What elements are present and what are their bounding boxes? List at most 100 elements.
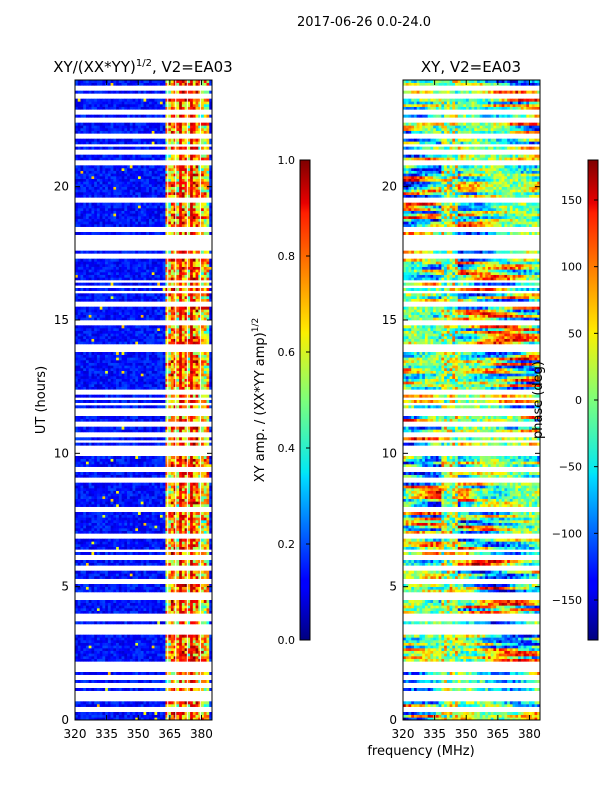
heatmap-cell	[113, 341, 117, 345]
heatmap-cell	[151, 605, 155, 609]
heatmap-cell	[143, 573, 147, 577]
heatmap-cell	[198, 429, 202, 433]
heatmap-cell	[181, 362, 185, 366]
heatmap-cell	[77, 298, 81, 302]
heatmap-cell	[143, 317, 147, 321]
heatmap-cell	[113, 656, 117, 659]
heatmap-cell	[121, 376, 125, 379]
heatmap-cell	[124, 384, 128, 387]
heatmap-cell	[127, 573, 131, 577]
heatmap-cell	[181, 352, 185, 355]
heatmap-cell	[138, 608, 142, 611]
heatmap-cell	[138, 293, 142, 297]
heatmap-cell	[192, 485, 196, 489]
heatmap-cell	[181, 560, 185, 563]
heatmap-cell	[146, 656, 150, 659]
heatmap-cell	[179, 336, 183, 339]
heatmap-cell	[206, 317, 210, 321]
heatmap-cell	[102, 373, 106, 377]
heatmap-cell	[91, 394, 95, 398]
heatmap-cell	[110, 576, 114, 579]
heatmap-cell	[135, 288, 139, 291]
heatmap-cell	[91, 376, 95, 379]
heatmap-cell	[148, 714, 153, 718]
heatmap-cell	[113, 573, 117, 577]
heatmap-cell	[75, 352, 79, 355]
heatmap-cell	[127, 490, 131, 494]
heatmap-cell	[85, 517, 89, 521]
heatmap-cell	[201, 458, 205, 462]
heatmap-cell	[154, 576, 158, 579]
heatmap-cell	[184, 658, 188, 662]
heatmap-cell	[176, 496, 180, 499]
heatmap-cell	[195, 373, 199, 377]
heatmap-cell	[113, 602, 117, 606]
heatmap-cell	[165, 384, 169, 387]
heatmap-cell	[195, 325, 199, 329]
heatmap-cell	[121, 429, 125, 433]
heatmap-cell	[118, 309, 122, 313]
heatmap-cell	[113, 314, 117, 318]
heatmap-cell	[116, 600, 120, 603]
heatmap-cell	[132, 293, 136, 297]
heatmap-cell	[127, 586, 131, 590]
heatmap-cell	[102, 589, 106, 593]
heatmap-cell	[203, 642, 207, 646]
heatmap-cell	[159, 653, 163, 657]
heatmap-cell	[159, 517, 163, 521]
heatmap-cell	[162, 608, 166, 611]
heatmap-cell	[80, 474, 84, 478]
heatmap-cell	[192, 589, 196, 593]
heatmap-cell	[135, 546, 139, 550]
heatmap-cell	[146, 381, 150, 385]
heatmap-cell	[135, 370, 139, 374]
heatmap-cell	[181, 546, 185, 550]
heatmap-cell	[187, 485, 191, 489]
heatmap-cell	[201, 712, 205, 715]
heatmap-cell	[140, 656, 144, 659]
heatmap-cell	[198, 504, 202, 507]
heatmap-cell	[192, 653, 196, 657]
heatmap-cell	[91, 416, 95, 419]
heatmap-cell	[198, 680, 202, 683]
heatmap-cell	[209, 490, 213, 494]
heatmap-cell	[102, 658, 106, 662]
heatmap-cell	[105, 528, 109, 531]
heatmap-cell	[96, 400, 100, 403]
heatmap-cell	[168, 600, 172, 603]
heatmap-cell	[176, 605, 180, 609]
heatmap-cell	[75, 680, 79, 683]
heatmap-cell	[181, 405, 185, 409]
heatmap-cell	[105, 362, 109, 366]
heatmap-cell	[129, 405, 133, 409]
heatmap-cell	[138, 386, 142, 390]
heatmap-cell	[129, 538, 133, 542]
heatmap-cell	[157, 488, 161, 491]
heatmap-cell	[148, 472, 153, 475]
heatmap-cell	[107, 485, 111, 489]
heatmap-cell	[127, 298, 131, 302]
heatmap-cell	[157, 381, 161, 385]
heatmap-cell	[113, 490, 117, 494]
heatmap-cell	[99, 306, 103, 310]
heatmap-cell	[129, 642, 133, 646]
heatmap-cell	[146, 306, 150, 310]
heatmap-cell	[99, 370, 103, 374]
heatmap-cell	[99, 328, 103, 331]
heatmap-cell	[140, 405, 144, 409]
heatmap-cell	[146, 312, 150, 315]
heatmap-cell	[118, 418, 122, 422]
heatmap-cell	[195, 544, 199, 547]
heatmap-cell	[105, 541, 109, 545]
heatmap-cell	[154, 504, 158, 507]
heatmap-cell	[201, 541, 205, 545]
heatmap-cell	[179, 570, 183, 574]
heatmap-cell	[179, 373, 183, 377]
heatmap-cell	[154, 400, 158, 403]
heatmap-cell	[176, 378, 180, 382]
heatmap-cell	[140, 634, 144, 638]
heatmap-cell	[132, 381, 136, 385]
heatmap-cell	[80, 712, 84, 715]
heatmap-cell	[143, 418, 147, 422]
heatmap-cell	[85, 461, 89, 465]
